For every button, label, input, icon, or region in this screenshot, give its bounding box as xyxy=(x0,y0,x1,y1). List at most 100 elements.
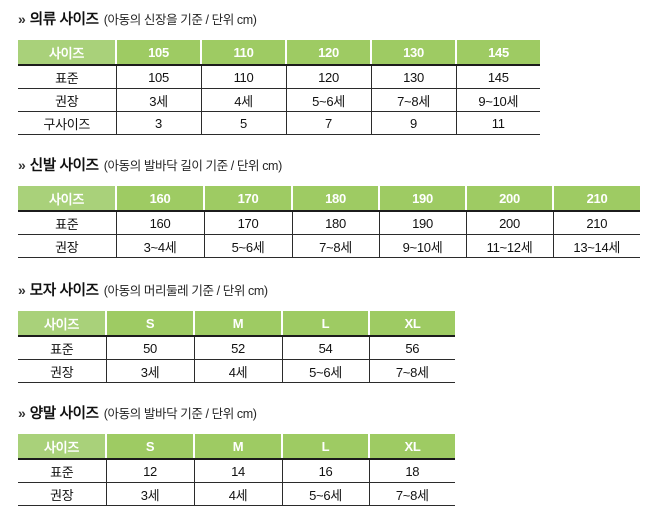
table-cell: 5~6세 xyxy=(282,359,370,383)
table-row: 표준 50 52 54 56 xyxy=(18,335,455,360)
table-row: 권장 3세 4세 5~6세 7~8세 xyxy=(18,359,455,383)
section-subtitle: (아동의 머리둘레 기준 / 단위 cm) xyxy=(103,284,268,298)
column-header: 190 xyxy=(379,186,467,212)
double-chevron-icon: » xyxy=(18,157,26,173)
section-spacer xyxy=(0,383,658,402)
table-row: 표준 160 170 180 190 200 210 xyxy=(18,210,640,235)
shoe-size-table: 사이즈 160 170 180 190 200 210 표준 160 170 1… xyxy=(18,186,640,258)
table-cell: 7~8세 xyxy=(369,359,455,383)
table-cell: 4세 xyxy=(194,359,283,383)
section-title: 신발 사이즈 xyxy=(29,158,99,174)
table-cell: 4세 xyxy=(194,482,283,506)
table-cell: 9 xyxy=(371,111,457,135)
column-header: M xyxy=(194,311,283,337)
table-row: 권장 3~4세 5~6세 7~8세 9~10세 11~12세 13~14세 xyxy=(18,234,640,258)
column-header: 130 xyxy=(371,40,457,66)
column-header: 160 xyxy=(116,186,205,212)
table-row: 표준 105 110 120 130 145 xyxy=(18,64,540,89)
table-cell: 5~6세 xyxy=(282,482,370,506)
column-header: S xyxy=(106,311,195,337)
section-heading: » 모자 사이즈 (아동의 머리둘레 기준 / 단위 cm) xyxy=(0,279,658,305)
table-cell: 56 xyxy=(369,335,455,360)
row-header: 표준 xyxy=(18,64,117,89)
table-cell: 120 xyxy=(286,64,372,89)
section-apparel-size: » 의류 사이즈 (아동의 신장을 기준 / 단위 cm) 사이즈 105 11… xyxy=(0,8,658,135)
table-cell: 145 xyxy=(456,64,540,89)
apparel-size-table: 사이즈 105 110 120 130 145 표준 105 110 120 1… xyxy=(18,40,540,135)
table-cell: 52 xyxy=(194,335,283,360)
column-header: 120 xyxy=(286,40,372,66)
table-cell: 130 xyxy=(371,64,457,89)
section-spacer xyxy=(0,135,658,154)
hat-size-table: 사이즈 S M L XL 표준 50 52 54 56 권장 3세 xyxy=(18,311,455,383)
section-subtitle: (아동의 발바닥 기준 / 단위 cm) xyxy=(103,407,257,421)
table-row: 표준 12 14 16 18 xyxy=(18,458,455,483)
table-header-row: 사이즈 105 110 120 130 145 xyxy=(18,40,540,66)
socks-size-table: 사이즈 S M L XL 표준 12 14 16 18 권장 3세 xyxy=(18,434,455,506)
column-header: 170 xyxy=(204,186,293,212)
section-hat-size: » 모자 사이즈 (아동의 머리둘레 기준 / 단위 cm) 사이즈 S M L… xyxy=(0,279,658,383)
column-header: 110 xyxy=(201,40,287,66)
column-header: L xyxy=(282,434,370,460)
table-cell: 11~12세 xyxy=(466,234,554,258)
row-header: 권장 xyxy=(18,88,117,112)
table-cell: 7 xyxy=(286,111,372,135)
row-header: 구사이즈 xyxy=(18,111,117,135)
section-socks-size: » 양말 사이즈 (아동의 발바닥 기준 / 단위 cm) 사이즈 S M L … xyxy=(0,402,658,506)
table-cell: 5~6세 xyxy=(204,234,293,258)
table-cell: 16 xyxy=(282,458,370,483)
table-cell: 9~10세 xyxy=(456,88,540,112)
table-cell: 5~6세 xyxy=(286,88,372,112)
column-header: 105 xyxy=(116,40,202,66)
table-cell: 11 xyxy=(456,111,540,135)
table-cell: 12 xyxy=(106,458,195,483)
row-header: 권장 xyxy=(18,234,117,258)
section-spacer xyxy=(0,258,658,279)
table-cell: 3세 xyxy=(106,482,195,506)
section-title: 양말 사이즈 xyxy=(29,406,99,422)
table-row: 권장 3세 4세 5~6세 7~8세 9~10세 xyxy=(18,88,540,112)
row-header: 표준 xyxy=(18,458,107,483)
table-cell: 54 xyxy=(282,335,370,360)
table-cell: 3 xyxy=(116,111,202,135)
row-header: 표준 xyxy=(18,335,107,360)
table-cell: 50 xyxy=(106,335,195,360)
column-header: XL xyxy=(369,311,455,337)
double-chevron-icon: » xyxy=(18,11,26,27)
table-cell: 170 xyxy=(204,210,293,235)
section-title: 의류 사이즈 xyxy=(29,12,99,28)
table-cell: 210 xyxy=(553,210,640,235)
table-cell: 160 xyxy=(116,210,205,235)
section-heading: » 신발 사이즈 (아동의 발바닥 길이 기준 / 단위 cm) xyxy=(0,154,658,180)
table-header-row: 사이즈 160 170 180 190 200 210 xyxy=(18,186,640,212)
table-cell: 13~14세 xyxy=(553,234,640,258)
table-cell: 3세 xyxy=(116,88,202,112)
column-header-size-label: 사이즈 xyxy=(18,186,117,212)
table-cell: 18 xyxy=(369,458,455,483)
column-header: 200 xyxy=(466,186,554,212)
column-header: S xyxy=(106,434,195,460)
row-header: 권장 xyxy=(18,482,107,506)
table-row: 권장 3세 4세 5~6세 7~8세 xyxy=(18,482,455,506)
table-cell: 14 xyxy=(194,458,283,483)
section-subtitle: (아동의 신장을 기준 / 단위 cm) xyxy=(103,13,257,27)
table-header-row: 사이즈 S M L XL xyxy=(18,311,455,337)
column-header: L xyxy=(282,311,370,337)
section-shoe-size: » 신발 사이즈 (아동의 발바닥 길이 기준 / 단위 cm) 사이즈 160… xyxy=(0,154,658,258)
table-cell: 7~8세 xyxy=(292,234,380,258)
row-header: 표준 xyxy=(18,210,117,235)
table-cell: 3~4세 xyxy=(116,234,205,258)
table-cell: 190 xyxy=(379,210,467,235)
table-cell: 4세 xyxy=(201,88,287,112)
table-cell: 180 xyxy=(292,210,380,235)
column-header-size-label: 사이즈 xyxy=(18,311,107,337)
column-header: 145 xyxy=(456,40,540,66)
section-heading: » 양말 사이즈 (아동의 발바닥 기준 / 단위 cm) xyxy=(0,402,658,428)
table-cell: 7~8세 xyxy=(371,88,457,112)
column-header: M xyxy=(194,434,283,460)
column-header-size-label: 사이즈 xyxy=(18,40,117,66)
row-header: 권장 xyxy=(18,359,107,383)
column-header-size-label: 사이즈 xyxy=(18,434,107,460)
table-cell: 5 xyxy=(201,111,287,135)
